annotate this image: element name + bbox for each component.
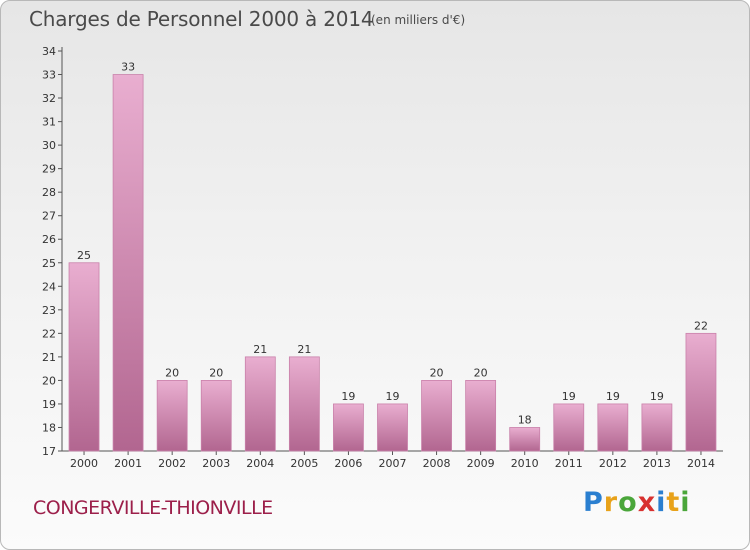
data-label: 20 bbox=[165, 366, 179, 379]
data-label: 20 bbox=[209, 366, 223, 379]
data-label: 19 bbox=[606, 390, 620, 403]
chart-title: Charges de Personnel 2000 à 2014 bbox=[29, 7, 374, 31]
data-label: 19 bbox=[341, 390, 355, 403]
logo-letter: o bbox=[618, 487, 638, 518]
x-tick-label: 2002 bbox=[158, 457, 186, 470]
x-tick-label: 2007 bbox=[379, 457, 407, 470]
y-tick-label: 29 bbox=[42, 163, 56, 176]
bar-2014 bbox=[685, 332, 717, 452]
data-label: 19 bbox=[562, 390, 576, 403]
y-tick-label: 32 bbox=[42, 92, 56, 105]
y-tick-label: 19 bbox=[42, 398, 56, 411]
data-label: 21 bbox=[253, 343, 267, 356]
y-tick-label: 31 bbox=[42, 116, 56, 129]
bar-2001 bbox=[112, 74, 144, 452]
data-label: 21 bbox=[297, 343, 311, 356]
logo-letter: t bbox=[666, 487, 681, 518]
x-tick-label: 2003 bbox=[202, 457, 230, 470]
y-tick-label: 25 bbox=[42, 257, 56, 270]
logo-letter: x bbox=[637, 487, 657, 518]
x-tick-label: 2004 bbox=[246, 457, 274, 470]
axes: 17 18 19 20 21 22 23 24 25 26 27 28 29 30 31 32 33 34 bbox=[42, 45, 723, 458]
data-label: 33 bbox=[121, 61, 135, 74]
x-tick-label: 2011 bbox=[555, 457, 583, 470]
data-label: 22 bbox=[694, 319, 708, 332]
y-tick-label: 23 bbox=[42, 304, 56, 317]
bar-2010 bbox=[509, 427, 541, 452]
logo-letter: i bbox=[680, 487, 691, 518]
x-tick-label: 2008 bbox=[423, 457, 451, 470]
y-tick-label: 18 bbox=[42, 421, 56, 434]
logo-letter: r bbox=[603, 487, 619, 518]
bar-2003 bbox=[200, 380, 232, 452]
data-label: 19 bbox=[650, 390, 664, 403]
y-tick-label: 33 bbox=[42, 69, 56, 82]
bar-2008 bbox=[421, 380, 452, 452]
y-tick-label: 24 bbox=[42, 280, 56, 293]
bar-2005 bbox=[288, 356, 320, 452]
y-tick-label: 26 bbox=[42, 233, 56, 246]
data-label: 18 bbox=[518, 413, 532, 426]
proxiti-logo: Proxiti bbox=[583, 487, 691, 518]
bar-2012 bbox=[597, 403, 629, 452]
x-tick-label: 2005 bbox=[290, 457, 318, 470]
bar-2004 bbox=[244, 356, 276, 452]
data-label: 20 bbox=[474, 366, 488, 379]
x-tick-label: 2010 bbox=[511, 457, 539, 470]
y-tick-label: 17 bbox=[42, 445, 56, 458]
bar-2002 bbox=[156, 380, 188, 452]
y-tick-label: 27 bbox=[42, 210, 56, 223]
y-tick-label: 28 bbox=[42, 186, 56, 199]
bars bbox=[68, 74, 717, 452]
data-label: 20 bbox=[430, 366, 444, 379]
x-tick-label: 2000 bbox=[70, 457, 98, 470]
x-tick-label: 2001 bbox=[114, 457, 142, 470]
commune-name: CONGERVILLE-THIONVILLE bbox=[33, 497, 273, 519]
x-tick-label: 2006 bbox=[334, 457, 362, 470]
x-tick-label: 2014 bbox=[687, 457, 715, 470]
y-tick-label: 22 bbox=[42, 327, 56, 340]
chart-subtitle: (en milliers d'€) bbox=[371, 13, 466, 27]
logo-letter: i bbox=[656, 487, 667, 518]
x-tick-label: 2009 bbox=[467, 457, 495, 470]
y-tick-label: 30 bbox=[42, 139, 56, 152]
y-tick-label: 20 bbox=[42, 374, 56, 387]
bar-2006 bbox=[333, 403, 364, 452]
bar-2000 bbox=[68, 262, 100, 452]
bar-2011 bbox=[553, 403, 585, 452]
bar-2009 bbox=[465, 380, 497, 452]
y-tick-label: 34 bbox=[42, 45, 56, 58]
logo-letter: P bbox=[583, 487, 604, 518]
data-label: 25 bbox=[77, 249, 91, 262]
bar-2007 bbox=[377, 403, 408, 452]
x-tick-label: 2013 bbox=[643, 457, 671, 470]
x-tick-label: 2012 bbox=[599, 457, 627, 470]
bar-2013 bbox=[641, 403, 673, 452]
y-tick-label: 21 bbox=[42, 351, 56, 364]
labels: 25 2000 33 2001 20 2002 20 2003 21 2004 21 2005 19 20… bbox=[70, 61, 715, 470]
data-label: 19 bbox=[386, 390, 400, 403]
